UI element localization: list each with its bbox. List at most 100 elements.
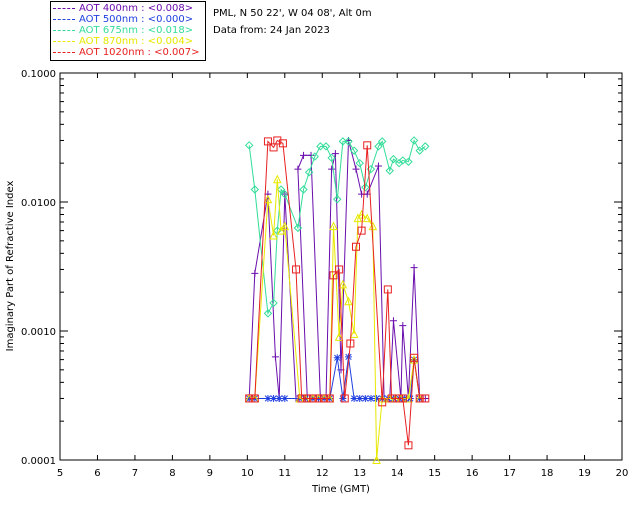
legend-swatch [53, 40, 75, 42]
data-point [363, 141, 372, 150]
series-0 [245, 136, 429, 402]
x-tick-label: 16 [466, 468, 479, 479]
x-tick-label: 17 [503, 468, 516, 479]
data-point [334, 332, 344, 341]
data-point [357, 226, 366, 235]
data-point [339, 394, 347, 402]
data-point [300, 151, 308, 159]
data-point [316, 142, 325, 151]
legend-item: AOT 1020nm : <0.007> [53, 47, 199, 59]
legend-swatch [53, 29, 75, 31]
data-point [278, 139, 287, 148]
data-point [263, 137, 272, 146]
data-point [398, 394, 407, 403]
legend-label: AOT 675nm : <0.018> [79, 25, 194, 36]
legend-swatch [53, 7, 75, 9]
data-point [357, 209, 366, 219]
data-point [251, 269, 259, 277]
data-point [421, 394, 430, 403]
x-tick-label: 20 [616, 468, 629, 479]
data-point [389, 317, 397, 325]
data-point [328, 165, 336, 173]
data-point [378, 137, 387, 146]
x-tick-label: 15 [428, 468, 441, 479]
x-tick-label: 7 [132, 468, 138, 479]
plot-frame [59, 72, 623, 461]
data-point [264, 394, 272, 402]
x-tick-label: 5 [57, 468, 63, 479]
data-point [399, 322, 407, 330]
data-point [344, 296, 353, 306]
data-point [307, 151, 315, 159]
data-point [346, 339, 355, 348]
y-tick-label: 0.1000 [21, 69, 56, 80]
legend-swatch [53, 51, 75, 53]
series-4 [245, 136, 430, 450]
y-axis-label: Imaginary Part of Refractive Index [5, 181, 16, 352]
data-point [294, 165, 302, 173]
data-point [308, 394, 317, 403]
data-point [320, 394, 329, 403]
data-point [410, 353, 419, 362]
data-point [351, 242, 360, 251]
axis-ticks: 5 6 7 8 9 10 11 12 13 14 15 16 17 18 19 20 0.0001 0.0010 0… [21, 69, 628, 479]
data-point [272, 174, 282, 184]
y-tick-label: 0.0100 [21, 198, 56, 209]
data-point [340, 394, 349, 403]
data-point [368, 221, 378, 231]
legend-item: AOT 500nm : <0.000> [53, 14, 193, 26]
legend: AOT 400nm : <0.008> AOT 500nm : <0.000> AO… [50, 1, 206, 61]
data-point [333, 354, 341, 362]
data-point [263, 194, 273, 204]
legend-label: AOT 500nm : <0.000> [79, 14, 194, 25]
data-point [344, 353, 352, 361]
series-3 [244, 174, 424, 464]
data-point [350, 394, 358, 402]
data-point [352, 165, 360, 173]
data-point [404, 157, 413, 166]
data-point [378, 398, 387, 407]
data-point [335, 265, 344, 274]
site-info: PML, N 50 22', W 04 08', Alt 0m [213, 8, 372, 19]
x-tick-label: 19 [578, 468, 591, 479]
data-point [373, 394, 381, 402]
data-point [349, 146, 359, 155]
x-axis-label: Time (GMT) [311, 484, 370, 495]
data-point [276, 225, 286, 235]
data-point [269, 230, 278, 240]
data-point [269, 298, 278, 308]
data-point [331, 150, 339, 158]
data-point [281, 394, 289, 402]
data-point [338, 137, 348, 146]
data-point [303, 394, 312, 403]
data-point [292, 265, 301, 274]
data-point [280, 221, 290, 231]
data-point [263, 309, 273, 318]
data-point [421, 142, 430, 151]
data-point [404, 441, 413, 450]
series-layer [244, 136, 430, 464]
data-point [409, 136, 419, 145]
data-point [270, 394, 278, 402]
series-line [248, 139, 426, 316]
data-point [310, 152, 319, 161]
data-point [415, 146, 424, 155]
x-tick-label: 11 [278, 468, 291, 479]
y-tick-label: 0.0001 [21, 456, 56, 467]
data-point [372, 455, 381, 464]
data-point [415, 394, 424, 403]
data-point [344, 137, 353, 146]
data-point [273, 136, 282, 145]
legend-label: AOT 1020nm : <0.007> [79, 47, 200, 58]
x-tick-label: 14 [391, 468, 404, 479]
data-point [271, 353, 279, 361]
legend-label: AOT 400nm : <0.008> [79, 3, 194, 14]
series-line [249, 179, 421, 461]
data-point [374, 162, 382, 170]
data-point [349, 329, 359, 338]
legend-label: AOT 870nm : <0.004> [79, 36, 194, 47]
data-point [250, 394, 259, 403]
data-point [275, 394, 283, 402]
data-point [276, 185, 286, 194]
